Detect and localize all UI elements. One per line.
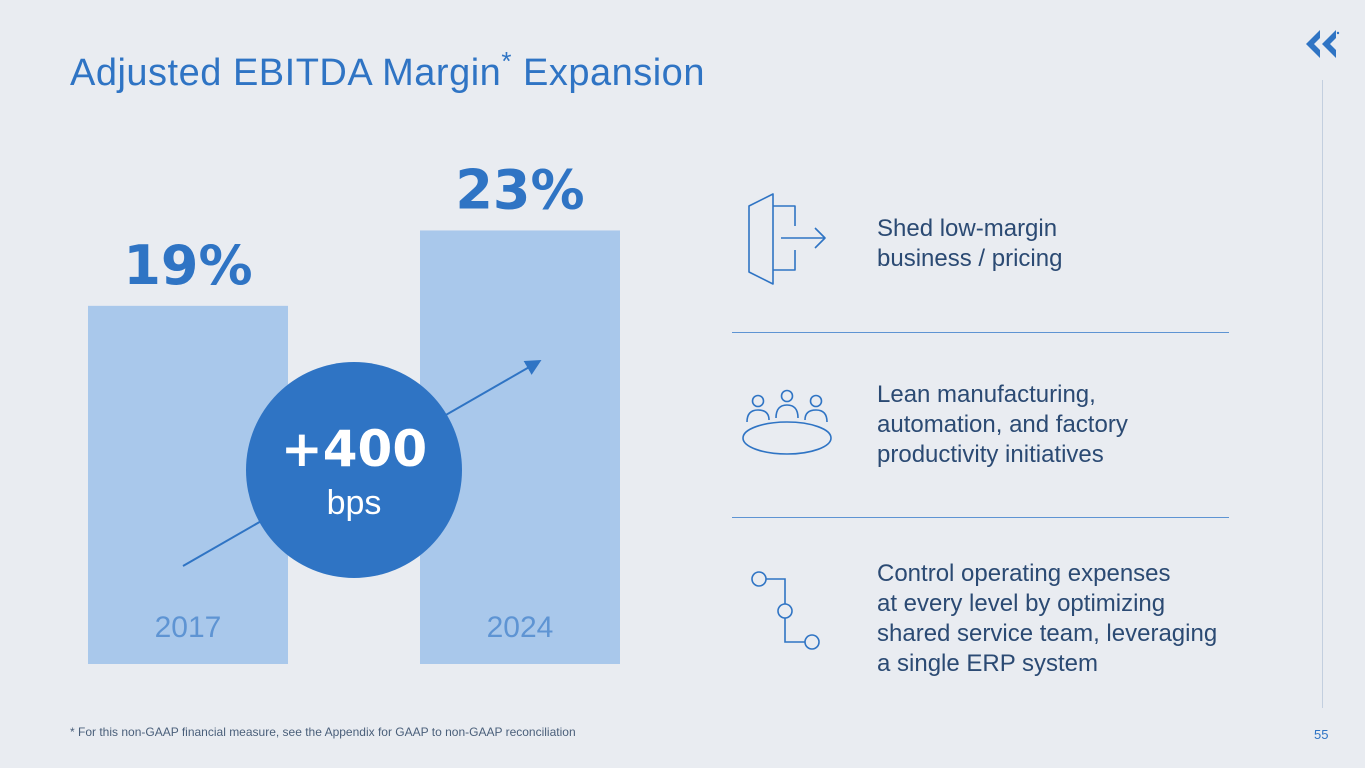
right-divider — [1322, 80, 1323, 708]
initiative-2-text: Lean manufacturing, automation, and fact… — [877, 381, 1128, 468]
bar-value-label: 19% — [123, 234, 252, 297]
bps-increase-value: +400 — [280, 420, 428, 478]
title-footnote-mark: * — [501, 46, 512, 76]
category-label: 2017 — [155, 611, 222, 644]
page-number: 55 — [1314, 727, 1329, 742]
footnote: * For this non-GAAP financial measure, s… — [70, 725, 576, 739]
margin-bar-chart: 19% 2017 23% 2024 — [88, 158, 620, 664]
team-table-icon — [742, 389, 832, 455]
initiative-divider — [732, 332, 1229, 333]
company-logo-icon — [1306, 30, 1340, 58]
initiative-1-text: Shed low-margin business / pricing — [877, 215, 1063, 272]
bar-value-label: 23% — [455, 158, 584, 221]
page-title: Adjusted EBITDA Margin* Expansion — [70, 46, 705, 94]
process-flow-icon — [751, 571, 820, 650]
bps-increase-badge: +400 bps — [246, 362, 462, 578]
initiative-3-text: Control operating expenses at every leve… — [877, 560, 1218, 677]
category-label: 2024 — [487, 611, 554, 644]
exit-door-arrow-icon — [748, 193, 826, 285]
initiative-divider — [732, 517, 1229, 518]
bps-unit-label: bps — [326, 484, 382, 522]
